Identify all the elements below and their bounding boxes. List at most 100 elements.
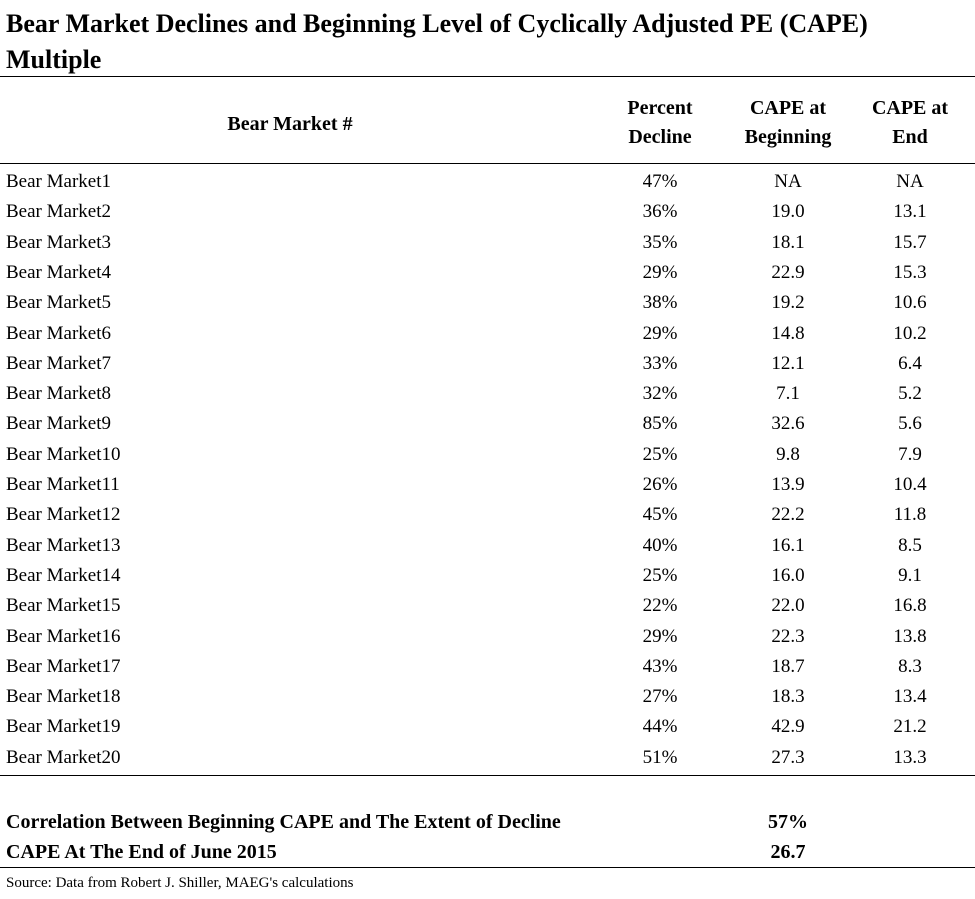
cell-begin: 22.3 <box>771 625 805 647</box>
cell-decline: 32% <box>642 383 678 405</box>
cell-name: Bear Market11 <box>6 474 120 495</box>
cell-begin: 32.6 <box>771 413 805 435</box>
cell-end: 21.2 <box>893 716 927 738</box>
table-title: Bear Market Declines and Beginning Level… <box>6 9 868 74</box>
header-cape-end-line2: End <box>892 126 928 148</box>
current-cape-value: 26.7 <box>770 841 806 863</box>
cell-begin: 18.7 <box>771 655 805 677</box>
cell-begin: 18.1 <box>771 231 805 253</box>
cell-decline: 29% <box>642 322 678 344</box>
table-row: Bear Market16 29% 22.3 13.8 <box>0 622 975 652</box>
cell-decline: 29% <box>642 261 678 283</box>
header-cape-beginning-line1: CAPE at <box>749 97 827 119</box>
cell-end: NA <box>896 171 924 192</box>
cell-begin: 22.2 <box>771 504 805 526</box>
cell-end: 10.6 <box>893 292 927 314</box>
cell-decline: 25% <box>642 443 678 465</box>
cell-name: Bear Market13 <box>6 534 121 556</box>
cell-begin: 14.8 <box>771 322 805 344</box>
cell-name: Bear Market16 <box>6 625 121 647</box>
cell-name: Bear Market10 <box>6 443 121 465</box>
cell-end: 5.6 <box>898 413 922 435</box>
cell-decline: 85% <box>642 413 678 435</box>
cell-decline: 40% <box>642 534 678 556</box>
cell-name: Bear Market1 <box>6 171 111 192</box>
cell-decline: 29% <box>642 625 678 647</box>
cell-name: Bear Market20 <box>6 746 121 768</box>
cell-end: 13.3 <box>893 746 927 768</box>
table-row: Bear Market13 40% 16.1 8.5 <box>0 531 975 561</box>
cell-begin: 16.1 <box>771 534 805 556</box>
cell-decline: 45% <box>642 504 678 526</box>
source-note: Source: Data from Robert J. Shiller, MAE… <box>6 875 354 891</box>
cell-end: 16.8 <box>893 595 927 617</box>
cell-name: Bear Market8 <box>6 383 111 405</box>
title-divider <box>0 76 975 77</box>
cell-decline: 44% <box>642 716 678 738</box>
cell-end: 13.4 <box>893 686 927 708</box>
cell-decline: 36% <box>642 201 678 223</box>
cell-decline: 33% <box>642 352 678 374</box>
header-cape-end: CAPE at End <box>850 94 970 152</box>
cell-end: 7.9 <box>898 443 922 465</box>
cell-begin: 19.0 <box>771 201 805 223</box>
cell-name: Bear Market6 <box>6 322 111 344</box>
cell-end: 9.1 <box>898 564 922 586</box>
table-bottom-rule <box>0 775 975 776</box>
cell-decline: 22% <box>642 595 678 617</box>
cell-name: Bear Market3 <box>6 231 111 253</box>
cell-decline: 26% <box>642 474 678 495</box>
cell-begin: 12.1 <box>771 352 805 374</box>
cell-end: 6.4 <box>898 352 922 374</box>
cell-end: 15.3 <box>893 261 927 283</box>
cell-decline: 43% <box>642 655 678 677</box>
cell-end: 8.3 <box>898 655 922 677</box>
cell-name: Bear Market2 <box>6 201 111 223</box>
header-percent-decline-line1: Percent <box>627 97 693 119</box>
table-row: Bear Market10 25% 9.8 7.9 <box>0 440 975 470</box>
cell-begin: 22.9 <box>771 261 805 283</box>
table-row: Bear Market19 44% 42.9 21.2 <box>0 712 975 742</box>
table-row: Bear Market15 22% 22.0 16.8 <box>0 591 975 621</box>
table-row: Bear Market2 36% 19.0 13.1 <box>0 197 975 227</box>
cell-begin: 42.9 <box>771 716 805 738</box>
header-divider <box>0 163 975 164</box>
cell-end: 5.2 <box>898 383 922 405</box>
table-row: Bear Market3 35% 18.1 15.7 <box>0 228 975 258</box>
table-row: Bear Market1 47% NA NA <box>0 167 975 197</box>
cell-begin: 9.8 <box>776 443 800 465</box>
table-row: Bear Market5 38% 19.2 10.6 <box>0 288 975 318</box>
cell-end: 8.5 <box>898 534 922 556</box>
cell-decline: 25% <box>642 564 678 586</box>
cell-name: Bear Market5 <box>6 292 111 314</box>
cell-end: 10.4 <box>893 474 927 495</box>
cell-end: 15.7 <box>893 231 927 253</box>
table-row: Bear Market17 43% 18.7 8.3 <box>0 652 975 682</box>
cell-begin: 16.0 <box>771 564 805 586</box>
cell-begin: 27.3 <box>771 746 805 768</box>
summary-rule <box>0 867 975 868</box>
cell-end: 13.1 <box>893 201 927 223</box>
cell-decline: 47% <box>642 171 678 192</box>
header-cape-end-line1: CAPE at <box>871 97 949 119</box>
header-bear-market: Bear Market # <box>227 113 353 135</box>
cell-end: 11.8 <box>893 504 927 526</box>
cell-name: Bear Market19 <box>6 716 121 738</box>
table-row: Bear Market7 33% 12.1 6.4 <box>0 349 975 379</box>
header-cape-beginning: CAPE at Beginning <box>728 94 848 152</box>
header-percent-decline: Percent Decline <box>600 94 720 152</box>
table-row: Bear Market9 85% 32.6 5.6 <box>0 409 975 439</box>
cell-decline: 35% <box>642 231 678 253</box>
cell-begin: 18.3 <box>771 686 805 708</box>
table-row: Bear Market18 27% 18.3 13.4 <box>0 682 975 712</box>
cell-end: 13.8 <box>893 625 927 647</box>
cell-decline: 38% <box>642 292 678 314</box>
correlation-label: Correlation Between Beginning CAPE and T… <box>6 811 561 833</box>
correlation-value: 57% <box>768 811 808 833</box>
cell-name: Bear Market12 <box>6 504 121 526</box>
table-row: Bear Market12 45% 22.2 11.8 <box>0 500 975 530</box>
header-percent-decline-line2: Decline <box>628 126 692 148</box>
cell-decline: 27% <box>642 686 678 708</box>
cell-name: Bear Market15 <box>6 595 121 617</box>
table-row: Bear Market4 29% 22.9 15.3 <box>0 258 975 288</box>
